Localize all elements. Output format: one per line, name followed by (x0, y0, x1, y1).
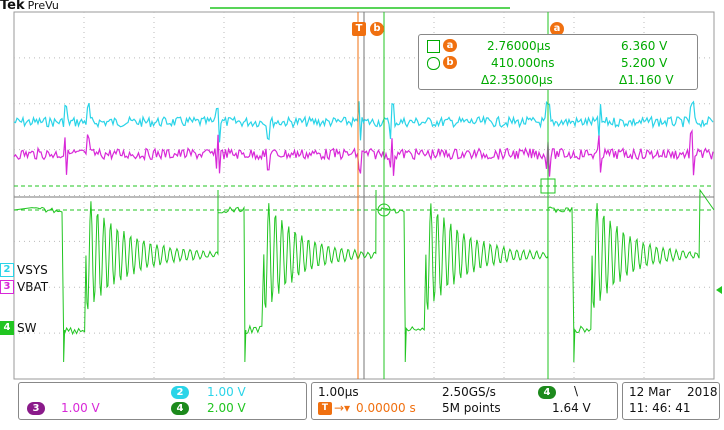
record-length[interactable]: 5M points (442, 401, 501, 415)
channel-3-badge: 3 (0, 280, 14, 294)
vsys-trace (13, 100, 714, 143)
square-cursor-icon (427, 40, 440, 53)
channel-4-scale-badge: 4 (171, 402, 189, 415)
channel-4-name: SW (17, 321, 37, 335)
cursor-delta-time: Δ2.35000µs (481, 73, 553, 87)
cursor-a-value: 6.360 V (621, 39, 668, 53)
trigger-position-icon: T (318, 402, 332, 415)
cursor-delta-value: Δ1.160 V (619, 73, 674, 87)
cursor-b-time: 410.000ns (491, 56, 555, 70)
channel-3-scale[interactable]: 1.00 V (61, 401, 100, 415)
cursor-b-value: 5.200 V (621, 56, 668, 70)
channel-label-sw[interactable]: 4 SW (0, 321, 36, 335)
cursor-b-circle (377, 203, 391, 217)
date-time-panel: 12 Mar 2018 11: 46: 41 (622, 382, 720, 420)
circle-cursor-icon (427, 57, 440, 70)
channel-4-badge: 4 (0, 321, 14, 335)
channel-label-vbat[interactable]: 3 VBAT (0, 280, 48, 294)
channel-2-scale[interactable]: 1.00 V (207, 385, 246, 399)
cursor-a-time: 2.76000µs (487, 39, 551, 53)
channel-2-name: VSYS (17, 263, 48, 277)
trigger-position-marker[interactable]: T (352, 22, 366, 36)
trigger-position-arrow-icon: →▾ (334, 401, 351, 415)
cursor-a-marker[interactable]: a (550, 22, 564, 36)
trigger-level-arrow (716, 286, 722, 294)
sw-trace (13, 188, 715, 363)
year: 2018 (687, 385, 718, 399)
trigger-source-badge: 4 (538, 386, 556, 399)
trigger-slope-icon[interactable]: \ (574, 384, 579, 398)
horizontal-trigger-panel[interactable]: 1.00µs 2.50GS/s 4 \ T →▾ 0.00000 s 5M po… (311, 382, 618, 420)
acquisition-mode: PreVu (27, 0, 59, 12)
cursor-b-badge: b (443, 56, 457, 69)
vertical-scale-panel[interactable]: 2 1.00 V 3 1.00 V 4 2.00 V (18, 382, 307, 420)
channel-3-scale-badge: 3 (27, 402, 45, 415)
sample-rate[interactable]: 2.50GS/s (442, 385, 496, 399)
cursor-b-row: b 410.000ns 5.200 V (419, 56, 697, 72)
brand-logo: Tek (0, 0, 25, 13)
cursor-b-marker[interactable]: b (370, 22, 384, 36)
channel-2-scale-badge: 2 (171, 386, 189, 399)
channel-label-vsys[interactable]: 2 VSYS (0, 263, 48, 277)
channel-2-badge: 2 (0, 263, 14, 277)
cursor-a-square (540, 178, 556, 194)
timebase[interactable]: 1.00µs (318, 385, 359, 399)
waveform-traces (13, 100, 715, 363)
cursor-a-badge: a (443, 39, 457, 52)
trigger-level[interactable]: 1.64 V (552, 401, 591, 415)
channel-4-scale[interactable]: 2.00 V (207, 401, 246, 415)
cursor-readout-panel: a 2.76000µs 6.360 V b 410.000ns 5.200 V … (418, 34, 698, 90)
vbat-trace (13, 128, 714, 177)
channel-3-name: VBAT (17, 280, 49, 294)
date: 12 Mar (629, 385, 671, 399)
graticule-grid (14, 7, 714, 379)
cursor-delta-row: Δ2.35000µs Δ1.160 V (419, 73, 697, 89)
cursor-lines[interactable] (14, 12, 722, 379)
header: Tek PreVu (0, 0, 59, 12)
trigger-position[interactable]: 0.00000 s (356, 401, 416, 415)
time: 11: 46: 41 (629, 401, 691, 415)
cursor-a-row: a 2.76000µs 6.360 V (419, 39, 697, 55)
